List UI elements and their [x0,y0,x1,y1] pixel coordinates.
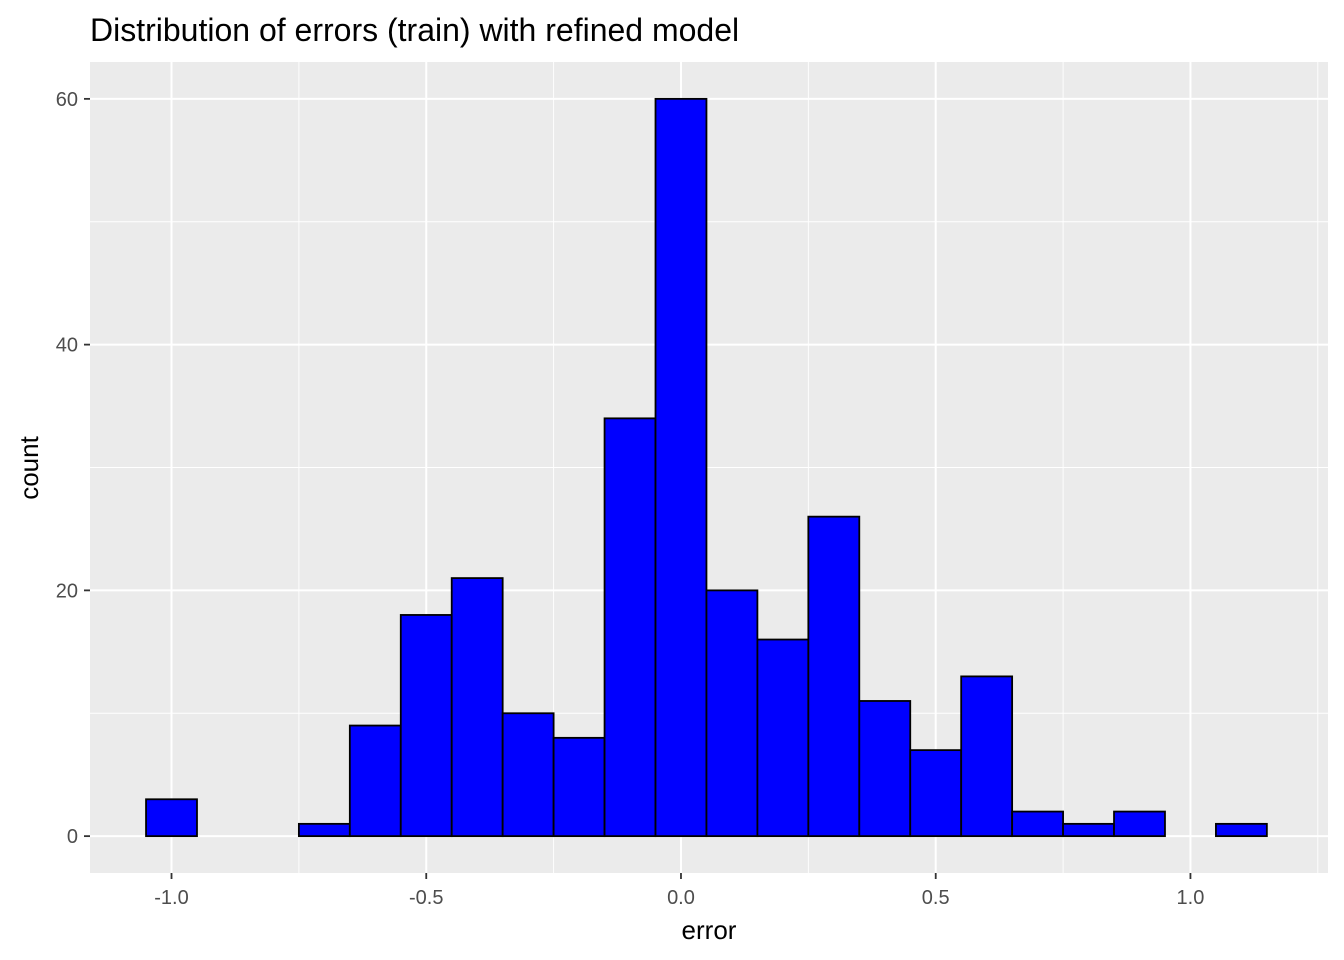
histogram-bar-14 [807,515,861,838]
histogram-bar-15 [858,700,912,838]
histogram-bar-11 [654,97,708,838]
histogram-bar-6 [399,614,453,838]
histogram-bar-9 [552,736,606,838]
x-tick-label: 1.0 [1177,887,1205,909]
histogram-bar-20 [1113,810,1166,838]
histogram-bar-16 [909,749,963,838]
x-tick-label: -1.0 [154,887,188,909]
y-tick-label: 20 [56,580,78,602]
y-axis-title: count [14,435,44,499]
histogram-bar-1 [145,798,198,838]
histogram-bar-7 [450,577,504,838]
chart-title: Distribution of errors (train) with refi… [90,12,739,48]
x-tick-label: 0.5 [922,887,950,909]
y-tick-label: 0 [67,826,78,848]
x-tick-label: -0.5 [409,887,443,909]
x-axis-title: error [682,915,737,945]
histogram-bar-4 [297,822,351,838]
x-axis-ticks: -1.0 -0.5 0.0 0.5 1.0 [154,873,1204,909]
histogram-bar-10 [603,417,657,838]
y-axis-ticks: 0 20 40 60 [56,89,90,848]
histogram-bar-17 [960,675,1014,838]
histogram-bar-18 [1011,810,1064,838]
y-tick-label: 60 [56,89,78,111]
histogram-bar-5 [348,724,402,838]
y-tick-label: 40 [56,335,78,357]
histogram-bar-13 [756,638,810,838]
x-tick-label: 0.0 [667,887,695,909]
histogram-bar-19 [1062,822,1115,838]
histogram-bar-12 [705,589,759,838]
histogram-bars [145,97,1268,838]
histogram-bar-8 [501,712,555,838]
histogram-bar-22 [1215,822,1268,838]
